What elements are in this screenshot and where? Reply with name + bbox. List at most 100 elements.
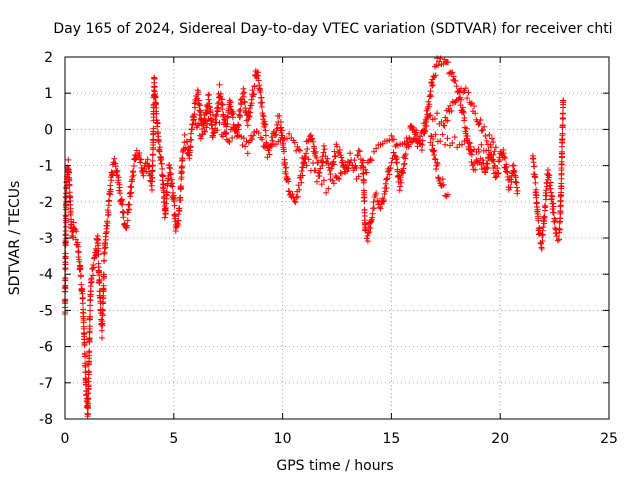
data-point: [286, 130, 293, 137]
data-point: [87, 307, 94, 314]
data-point: [224, 120, 231, 127]
data-point: [111, 155, 118, 162]
data-point: [355, 152, 362, 159]
data-point: [86, 335, 93, 342]
data-point: [255, 129, 262, 136]
data-point: [364, 232, 371, 239]
data-point: [558, 170, 565, 177]
data-point: [454, 144, 461, 151]
data-point: [303, 150, 310, 157]
data-point: [201, 128, 208, 135]
data-point: [533, 186, 540, 193]
data-point: [100, 282, 107, 289]
data-point: [450, 76, 457, 83]
data-point: [77, 265, 84, 272]
data-point: [152, 93, 159, 100]
data-point: [247, 109, 254, 116]
data-point: [490, 151, 497, 158]
data-point: [405, 143, 412, 150]
data-point: [285, 178, 292, 185]
data-point: [209, 111, 216, 118]
data-point: [101, 258, 108, 265]
data-point: [205, 91, 212, 98]
data-point: [241, 89, 248, 96]
data-point: [250, 90, 257, 97]
data-point: [75, 243, 82, 250]
y-tick-labels: 2 1 0 -1 -2 -3 -4 -5 -6 -7 -8: [39, 50, 53, 428]
data-point: [441, 122, 448, 129]
data-point: [444, 135, 451, 142]
data-point: [479, 127, 486, 134]
data-point: [480, 147, 487, 154]
data-point: [126, 201, 133, 208]
data-point: [223, 123, 230, 130]
data-point: [204, 120, 211, 127]
data-point: [167, 171, 174, 178]
data-point: [67, 205, 74, 212]
data-point: [230, 110, 237, 117]
data-point: [251, 83, 258, 90]
data-point: [276, 112, 283, 119]
data-point: [556, 226, 563, 233]
data-point: [278, 124, 285, 131]
data-point: [442, 141, 449, 148]
data-point: [460, 89, 467, 96]
data-point: [311, 145, 318, 152]
data-point: [215, 104, 222, 111]
data-point: [429, 142, 436, 149]
data-point: [475, 121, 482, 128]
data-point: [81, 342, 88, 349]
data-point: [268, 134, 275, 141]
data-point: [119, 201, 126, 208]
data-point: [446, 142, 453, 149]
data-point: [535, 217, 542, 224]
data-point: [391, 136, 398, 143]
data-point: [495, 169, 502, 176]
data-point: [192, 99, 199, 106]
x-tick-label: 15: [382, 431, 400, 447]
data-point: [303, 162, 310, 169]
data-point: [431, 155, 438, 162]
data-point: [219, 101, 226, 108]
data-point: [240, 135, 247, 142]
data-point: [338, 154, 345, 161]
data-point: [484, 160, 491, 167]
data-point: [351, 165, 358, 172]
data-point: [532, 179, 539, 186]
data-point: [66, 182, 73, 189]
data-point: [159, 165, 166, 172]
data-point: [309, 135, 316, 142]
data-point: [360, 179, 367, 186]
data-point: [472, 110, 479, 117]
data-point: [356, 148, 363, 155]
data-point: [164, 189, 171, 196]
data-point: [401, 160, 408, 167]
data-point: [458, 85, 465, 92]
data-point: [151, 83, 158, 90]
data-point: [444, 117, 451, 124]
data-point: [206, 104, 213, 111]
data-point: [464, 95, 471, 102]
data-point: [184, 138, 191, 145]
data-point: [153, 104, 160, 111]
data-point: [266, 151, 273, 158]
data-point: [549, 193, 556, 200]
data-point: [150, 128, 157, 135]
data-point: [478, 141, 485, 148]
data-point: [242, 143, 249, 150]
data-point: [361, 213, 368, 220]
data-point: [364, 238, 371, 245]
data-point: [292, 199, 299, 206]
data-point: [189, 126, 196, 133]
data-point: [448, 70, 455, 77]
data-point: [308, 136, 315, 143]
data-point: [477, 116, 484, 123]
data-point: [434, 159, 441, 166]
data-point: [472, 166, 479, 173]
data-point: [444, 59, 451, 66]
data-point: [355, 147, 362, 154]
data-point: [329, 177, 336, 184]
data-point: [240, 85, 247, 92]
data-point: [239, 90, 246, 97]
